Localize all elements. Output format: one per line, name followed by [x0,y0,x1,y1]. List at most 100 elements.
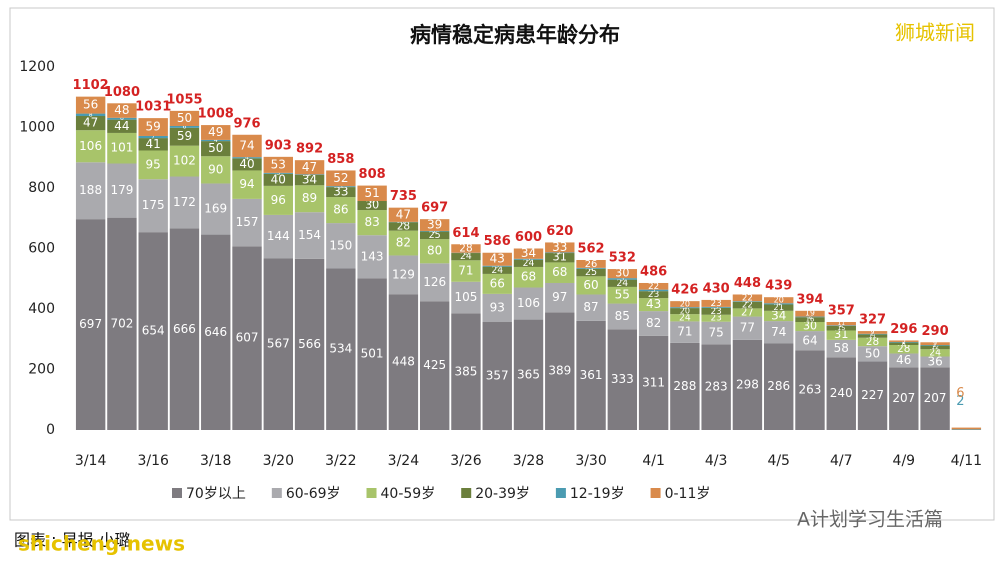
segment-label: 53 [271,157,286,171]
segment-label: 283 [705,380,728,394]
segment-label: 288 [673,379,696,393]
legend-label: 0-11岁 [665,486,711,502]
segment-label: 154 [298,228,321,242]
legend-label: 40-59岁 [381,486,436,502]
segment-label: 85 [615,309,630,323]
total-label: 486 [640,264,667,279]
segment-label: 51 [364,186,379,200]
x-tick-label: 4/3 [705,453,728,469]
segment-label: 501 [361,347,384,361]
segment-label: 50 [865,346,880,360]
segment-label: 144 [267,229,290,243]
legend-label: 60-69岁 [286,486,341,502]
segment-label: 311 [642,375,665,389]
segment-label: 71 [458,264,473,278]
x-tick-label: 3/28 [513,453,544,469]
segment-label: 129 [392,267,415,281]
segment-label: 20 [774,296,784,305]
segment-label: 240 [830,386,853,400]
segment-label: 83 [364,215,379,229]
segment-label: 697 [79,317,102,331]
chart-title: 病情稳定病患年龄分布 [410,23,620,47]
y-tick-label: 600 [28,241,55,257]
total-label: 296 [890,322,917,337]
segment-label: 534 [329,342,352,356]
x-tick-label: 4/7 [830,453,853,469]
segment-label: 94 [239,177,254,191]
y-tick-label: 800 [28,180,55,196]
segment-label: 80 [427,244,442,258]
total-label: 892 [296,142,323,157]
segment-label: 646 [204,325,227,339]
segment-label: 298 [736,377,759,391]
legend-swatch [172,488,182,498]
total-label: 1055 [166,92,202,107]
total-label: 697 [421,201,448,216]
segment-label: 448 [392,355,415,369]
segment-label: 47 [396,207,411,221]
x-tick-label: 3/16 [137,453,169,469]
segment-label: 71 [677,325,692,339]
segment-label: 105 [454,290,477,304]
y-tick-label: 200 [28,362,55,378]
bar-segment [952,428,981,430]
legend-label: 12-19岁 [570,486,625,502]
segment-label: 9 [871,329,875,336]
segment-label: 169 [204,202,227,216]
segment-label: 179 [110,183,133,197]
legend-swatch [556,488,566,498]
segment-label: 702 [110,316,133,330]
segment-label: 33 [552,240,567,254]
segment-label: 22 [742,293,753,303]
segment-label: 227 [861,388,884,402]
segment-label: 101 [110,141,133,155]
segment-label: 150 [329,238,352,252]
x-tick-label: 3/18 [200,453,231,469]
segment-label: 82 [646,316,661,330]
segment-label: 106 [517,296,540,310]
segment-label: 74 [771,325,786,339]
segment-label: 143 [361,249,384,263]
segment-label: 60 [583,278,598,292]
total-label: 620 [546,224,573,239]
segment-label: 34 [521,246,536,260]
total-label: 357 [828,304,855,319]
total-label: 448 [734,276,761,291]
total-label: 600 [515,230,542,245]
segment-label: 49 [208,125,223,139]
legend-swatch [367,488,377,498]
segment-label: 68 [521,270,536,284]
x-tick-label: 3/14 [75,453,107,469]
segment-label: 68 [552,265,567,279]
total-label: 808 [359,167,386,182]
segment-label: 9 [933,340,937,347]
segment-label: 89 [302,191,317,205]
x-tick-label: 4/5 [767,453,790,469]
segment-label: 59 [177,129,192,143]
total-label: 586 [484,234,511,249]
segment-label: 263 [799,383,822,397]
segment-label: 361 [580,368,603,382]
segment-label: 28 [459,243,472,255]
segment-label: 97 [552,290,567,304]
x-tick-label: 3/30 [575,453,606,469]
segment-label: 47 [302,160,317,174]
total-label: 903 [265,138,292,153]
segment-label: 207 [924,391,947,405]
segment-label: 64 [802,333,817,347]
segment-label: 30 [615,267,629,280]
segment-label: 77 [740,321,755,335]
segment-label: 102 [173,154,196,168]
segment-label: 357 [486,369,509,383]
total-label: 290 [922,324,949,339]
segment-label: 207 [892,391,915,405]
segment-label: 66 [490,276,505,290]
y-tick-label: 1200 [19,59,55,75]
segment-label: 566 [298,337,321,351]
segment-label: 188 [79,183,102,197]
y-tick-label: 1000 [19,120,55,136]
segment-label: 26 [585,259,598,270]
segment-label: 175 [142,198,165,212]
segment-label: 23 [710,299,721,309]
legend-swatch [651,488,661,498]
